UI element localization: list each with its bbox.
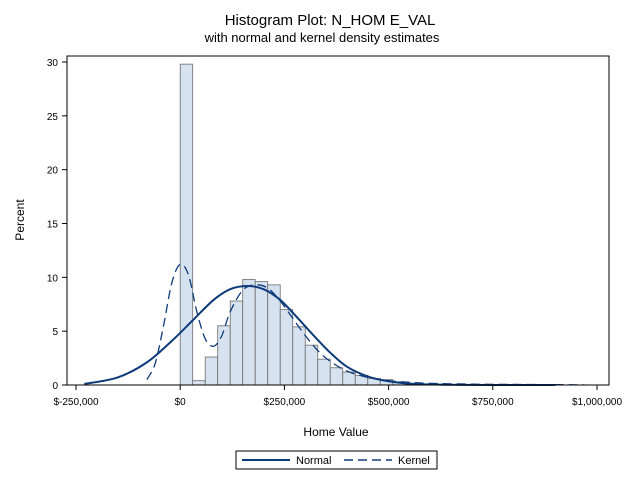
y-axis-label: Percent [13, 199, 27, 241]
density-curves [84, 263, 585, 387]
histogram-bar-8 [279, 309, 294, 386]
histogram-bar-1 [192, 380, 206, 386]
y-tick-label: 15 [47, 220, 59, 231]
y-tick-label: 0 [52, 381, 58, 392]
x-tick-label: $0 [175, 397, 187, 408]
x-tick-label: $500,000 [368, 397, 410, 408]
legend: Normal Kernel [235, 450, 438, 470]
x-tick-label: $1,000,000 [572, 397, 622, 408]
histogram-bar-7 [267, 284, 281, 386]
x-tick-label: $250,000 [264, 397, 306, 408]
chart-title: Histogram Plot: N_HOM E_VAL [225, 12, 436, 29]
x-tick-label: $750,000 [472, 397, 514, 408]
y-tick-label: 10 [47, 273, 59, 284]
y-tick-label: 30 [47, 58, 59, 69]
histogram-bar-12 [329, 367, 344, 386]
histogram-bar-10 [304, 344, 319, 386]
histogram-bar-2 [204, 356, 219, 386]
histogram-bars [179, 63, 406, 386]
y-axis: 0 5 10 15 20 25 30 [47, 58, 67, 392]
chart-subtitle: with normal and kernel density estimates [204, 30, 440, 45]
x-axis: $-250,000 $0 $250,000 $500,000 $750,000 $1,00… [53, 385, 622, 408]
kernel-curve [146, 263, 585, 386]
y-tick-label: 25 [47, 112, 59, 123]
histogram-bar-5 [242, 279, 256, 386]
y-tick-label: 20 [47, 166, 59, 177]
histogram-bar-3 [217, 325, 231, 386]
normal-curve [84, 284, 556, 387]
histogram-bar-6 [254, 281, 269, 386]
histogram-bar-11 [317, 358, 331, 386]
x-axis-label: Home Value [303, 425, 368, 439]
plot-frame [66, 55, 610, 386]
legend-box [235, 450, 438, 470]
histogram-bar-4 [229, 300, 244, 386]
legend-label-normal: Normal [296, 455, 331, 467]
histogram-bar-0 [179, 63, 194, 386]
histogram-bar-9 [292, 326, 306, 386]
legend-label-kernel: Kernel [398, 455, 430, 467]
x-tick-label: $-250,000 [53, 397, 98, 408]
y-tick-label: 5 [52, 327, 58, 338]
